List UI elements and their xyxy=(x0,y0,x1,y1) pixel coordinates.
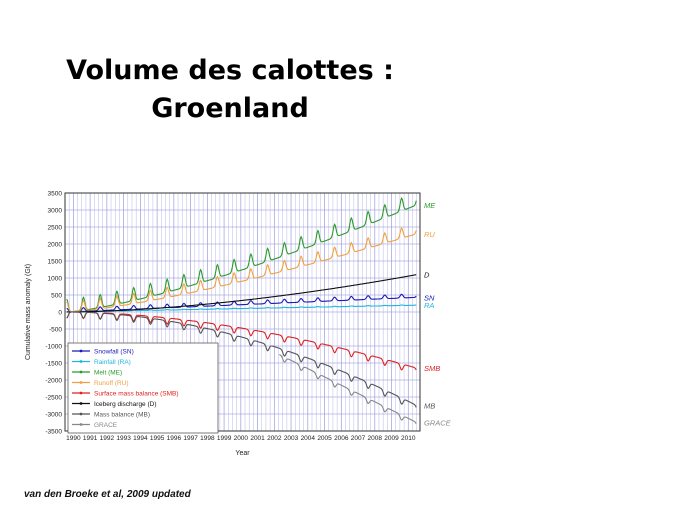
series-end-label: ME xyxy=(424,201,436,210)
legend-entry: Runoff (RU) xyxy=(94,380,129,387)
legend-marker xyxy=(79,349,83,353)
x-tick-label: 1990 xyxy=(66,435,81,442)
x-tick-label: 1997 xyxy=(183,435,198,442)
x-tick-label: 2002 xyxy=(267,435,282,442)
x-tick-label: 2010 xyxy=(401,435,416,442)
y-tick-label: 0 xyxy=(58,310,62,317)
legend-entry: Snowfall (SN) xyxy=(94,348,134,355)
y-tick-label: 1500 xyxy=(48,259,63,266)
x-tick-label: 1994 xyxy=(133,435,148,442)
x-tick-label: 2009 xyxy=(384,435,399,442)
series-end-label: SN xyxy=(424,293,435,302)
legend-entry: Iceberg discharge (D) xyxy=(94,401,157,408)
legend-entry: Rainfall (RA) xyxy=(94,359,131,366)
legend-marker xyxy=(79,412,83,416)
legend-entry: Melt (ME) xyxy=(94,369,122,376)
y-tick-label: 500 xyxy=(51,293,62,300)
x-tick-label: 1991 xyxy=(83,435,98,442)
series-line xyxy=(66,227,417,313)
y-axis-ticks: 3500 3000 2500 2000 1500 1000 500 0 -500 -1000 -15… xyxy=(45,191,62,436)
legend-entry: Mass balance (MB) xyxy=(94,411,150,418)
series-line xyxy=(279,354,417,424)
slide-title-line-1: Volume des calottes : xyxy=(66,55,394,86)
x-tick-label: 1992 xyxy=(100,435,115,442)
series-line xyxy=(66,304,417,313)
y-tick-label: -500 xyxy=(49,327,62,334)
series-line xyxy=(66,274,417,313)
y-tick-label: -1500 xyxy=(45,361,62,368)
x-tick-label: 2008 xyxy=(368,435,383,442)
series-end-label: GRACE xyxy=(424,419,452,428)
series-end-label: SMB xyxy=(424,364,440,373)
y-tick-label: 3000 xyxy=(48,208,63,215)
x-tick-label: 1998 xyxy=(200,435,215,442)
legend-marker xyxy=(79,402,83,405)
x-tick-label: 2005 xyxy=(317,435,332,442)
series-line xyxy=(66,197,417,313)
y-tick-label: 1000 xyxy=(48,276,63,283)
legend-marker xyxy=(79,391,83,395)
y-tick-label: -3500 xyxy=(45,429,62,436)
legend-entry: GRACE xyxy=(94,422,118,429)
x-tick-label: 1993 xyxy=(116,435,131,442)
chart-series xyxy=(66,197,417,424)
citation: van den Broeke et al, 2009 updated xyxy=(24,489,191,500)
plot-frame xyxy=(64,192,421,432)
x-tick-label: 1995 xyxy=(150,435,165,442)
series-end-label: D xyxy=(424,271,430,280)
x-tick-label: 1996 xyxy=(167,435,182,442)
series-end-label: MB xyxy=(424,402,435,411)
x-tick-label: 2006 xyxy=(334,435,349,442)
y-tick-label: 2000 xyxy=(48,242,63,249)
y-axis-label: Cumulative mass anomaly (Gt) xyxy=(25,264,32,360)
chart-legend: Snowfall (SN) Rainfall (RA) Melt (ME) Runof… xyxy=(67,342,219,434)
y-tick-label: 2500 xyxy=(48,225,63,232)
x-tick-label: 2000 xyxy=(234,435,249,442)
y-tick-label: -2500 xyxy=(45,395,62,402)
legend-marker xyxy=(79,360,83,363)
series-line xyxy=(66,311,417,371)
series-line xyxy=(66,293,417,313)
x-tick-label: 2003 xyxy=(284,435,299,442)
slide-title: Volume des calottes : Groenland xyxy=(0,52,460,128)
legend-marker xyxy=(79,370,83,374)
legend-box xyxy=(67,342,219,434)
legend-marker xyxy=(79,423,83,426)
y-tick-label: 3500 xyxy=(48,191,63,198)
legend-marker xyxy=(79,381,83,384)
legend-entry: Surface mass balance (SMB) xyxy=(94,390,179,397)
slide-title-line-2: Groenland xyxy=(151,93,309,124)
y-tick-label: -1000 xyxy=(45,344,62,351)
series-end-label: RU xyxy=(424,230,435,239)
x-tick-label: 2004 xyxy=(301,435,316,442)
y-tick-label: -3000 xyxy=(45,412,62,419)
x-axis-ticks: 1990 1991 1992 1993 1994 1995 1996 1997 1998 1999… xyxy=(66,435,416,442)
series-end-label: RA xyxy=(424,301,434,310)
mass-anomaly-chart: 3500 3000 2500 2000 1500 1000 500 0 -500 -1000 -15… xyxy=(25,191,452,458)
x-tick-label: 2001 xyxy=(250,435,265,442)
x-tick-label: 1999 xyxy=(217,435,232,442)
x-tick-label: 2007 xyxy=(351,435,366,442)
series-line xyxy=(66,311,417,408)
x-axis-label: Year xyxy=(235,450,250,457)
y-tick-label: -2000 xyxy=(45,378,62,385)
